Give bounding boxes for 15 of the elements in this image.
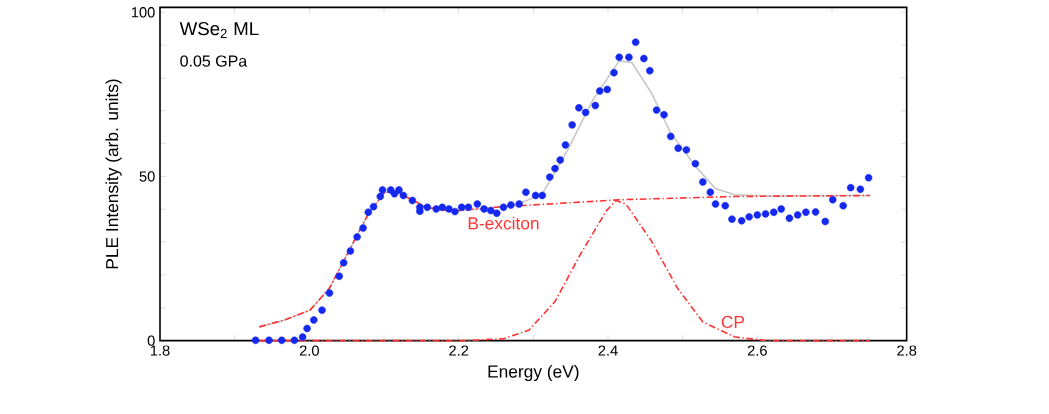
x-tick-label: 2.8 [897, 345, 917, 356]
y-tick-label: 50 [139, 171, 155, 182]
y-axis-title: PLE Intensity (arb. units) [105, 79, 122, 269]
y-tick-label: 100 [131, 7, 155, 18]
annotation: WSe$_{2}$ ML [179, 22, 259, 38]
y-tick-label: 0 [147, 335, 155, 346]
series-label: CP [721, 315, 745, 329]
x-tick-label: 1.8 [150, 345, 170, 356]
x-axis-title: Energy (eV) [488, 364, 579, 382]
x-tick-label: 2.0 [299, 345, 319, 356]
x-tick-label: 2.4 [598, 345, 618, 356]
annotation: 0.05 GPa [180, 55, 248, 67]
x-tick-label: 2.6 [747, 345, 767, 356]
x-tick-label: 2.2 [449, 345, 469, 356]
series-label: B-exciton [468, 216, 539, 230]
